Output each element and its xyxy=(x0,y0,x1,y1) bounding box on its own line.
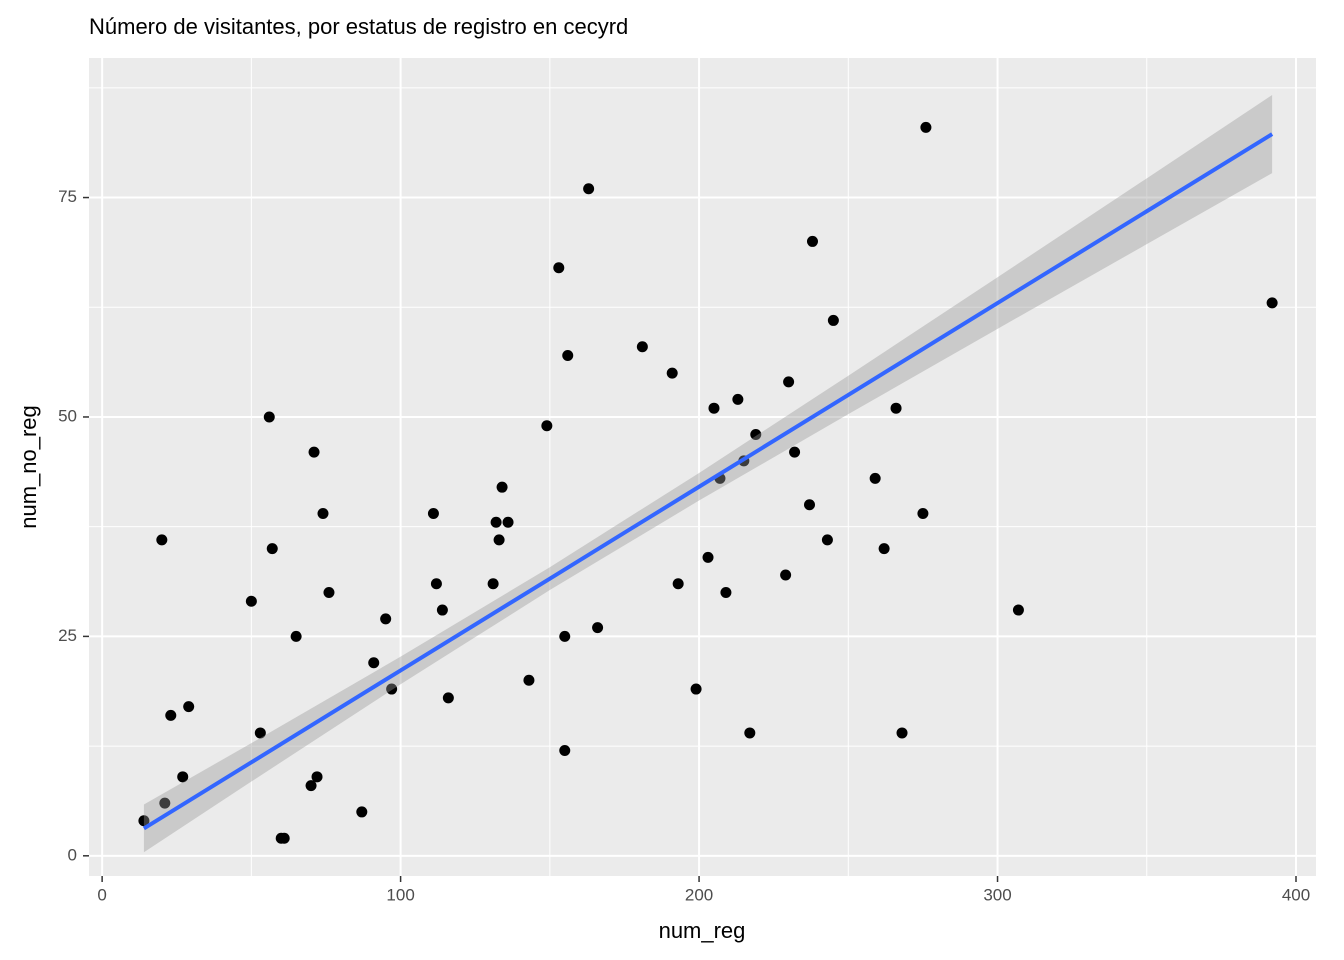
point xyxy=(156,534,168,546)
point xyxy=(636,341,648,353)
point xyxy=(323,587,335,599)
point xyxy=(159,797,171,809)
point xyxy=(311,771,323,783)
point xyxy=(804,499,816,511)
point xyxy=(920,121,932,133)
point xyxy=(177,771,189,783)
point xyxy=(266,543,278,555)
x-tick-label: 100 xyxy=(386,885,414,904)
point xyxy=(430,578,442,590)
point xyxy=(245,595,257,607)
point xyxy=(553,262,565,274)
point xyxy=(541,420,553,432)
point xyxy=(559,630,571,642)
point xyxy=(386,683,398,695)
point xyxy=(442,692,454,704)
point xyxy=(523,674,535,686)
y-tick-label: 0 xyxy=(68,845,77,864)
point xyxy=(427,508,439,520)
fit-line xyxy=(142,132,1274,831)
point xyxy=(708,402,720,414)
x-tick-label: 400 xyxy=(1282,885,1310,904)
confidence-band xyxy=(143,95,1273,853)
point xyxy=(690,683,702,695)
point xyxy=(278,832,290,844)
point xyxy=(806,235,818,247)
x-axis-title: num_reg xyxy=(659,918,746,943)
x-tick-label: 0 xyxy=(97,885,106,904)
point xyxy=(890,402,902,414)
point xyxy=(780,569,792,581)
point xyxy=(878,543,890,555)
point xyxy=(592,622,604,634)
point xyxy=(493,534,505,546)
point xyxy=(183,701,195,713)
point xyxy=(502,516,514,528)
x-tick-label: 200 xyxy=(685,885,713,904)
point xyxy=(672,578,684,590)
point xyxy=(821,534,833,546)
point xyxy=(744,727,756,739)
point xyxy=(732,393,744,405)
point xyxy=(436,604,448,616)
point xyxy=(490,516,502,528)
point xyxy=(317,508,329,520)
point xyxy=(263,411,275,423)
point xyxy=(896,727,908,739)
point xyxy=(380,613,392,625)
y-tick-label: 75 xyxy=(58,187,77,206)
point xyxy=(496,481,508,493)
point xyxy=(783,376,795,388)
point xyxy=(165,709,177,721)
chart-title: Número de visitantes, por estatus de reg… xyxy=(89,14,628,39)
point xyxy=(1266,297,1278,309)
point xyxy=(290,630,302,642)
point xyxy=(666,367,678,379)
point xyxy=(308,446,320,458)
point xyxy=(917,508,929,520)
y-tick-label: 25 xyxy=(58,626,77,645)
point xyxy=(789,446,801,458)
point xyxy=(254,727,266,739)
point xyxy=(138,815,150,827)
point xyxy=(583,183,595,195)
panel xyxy=(89,58,1316,876)
point xyxy=(368,657,380,669)
point xyxy=(487,578,499,590)
point xyxy=(827,314,839,326)
point xyxy=(562,350,574,362)
x-tick-label: 300 xyxy=(983,885,1011,904)
y-tick-label: 50 xyxy=(58,406,77,425)
point xyxy=(559,744,571,756)
point xyxy=(702,551,714,563)
point xyxy=(750,429,762,441)
point xyxy=(1012,604,1024,616)
point xyxy=(720,587,732,599)
y-axis-title: num_no_reg xyxy=(16,405,41,529)
point xyxy=(869,472,881,484)
point xyxy=(356,806,368,818)
point xyxy=(305,780,317,792)
